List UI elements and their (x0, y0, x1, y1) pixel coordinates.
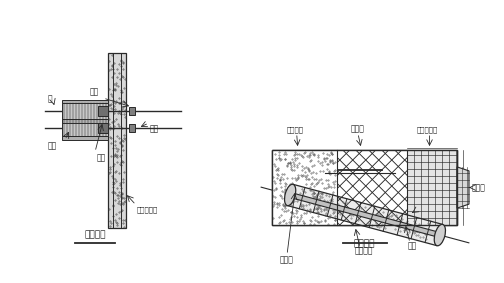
Polygon shape (287, 184, 443, 246)
Text: 土钉: 土钉 (150, 124, 159, 133)
Polygon shape (98, 123, 108, 133)
Bar (272, 150, 457, 225)
Text: 砂浆抹面: 砂浆抹面 (286, 127, 303, 133)
Polygon shape (62, 100, 108, 103)
Polygon shape (62, 120, 108, 136)
Text: 钢筋: 钢筋 (48, 141, 57, 150)
Polygon shape (62, 117, 108, 120)
Polygon shape (62, 103, 108, 119)
Text: 螺母: 螺母 (90, 87, 99, 96)
Text: 垫板: 垫板 (97, 153, 106, 162)
Text: 砖砌体: 砖砌体 (472, 183, 486, 192)
Bar (337, 150, 407, 225)
Bar (407, 150, 457, 225)
Polygon shape (108, 53, 126, 228)
Polygon shape (129, 107, 135, 115)
Polygon shape (457, 167, 469, 208)
Ellipse shape (285, 184, 296, 206)
Text: 水泥砂浆: 水泥砂浆 (355, 246, 373, 256)
Text: 喷射混凝土: 喷射混凝土 (137, 206, 158, 213)
Text: 土: 土 (48, 95, 52, 104)
Text: 面层详图: 面层详图 (354, 239, 375, 248)
Ellipse shape (434, 224, 446, 246)
Polygon shape (129, 124, 135, 132)
Text: 加强箍: 加强箍 (415, 207, 429, 215)
Polygon shape (292, 193, 438, 237)
Text: 锚头详图: 锚头详图 (84, 230, 106, 239)
Text: 钢筋: 钢筋 (408, 241, 417, 250)
Text: 喷射混凝土: 喷射混凝土 (416, 127, 437, 133)
Bar (272, 150, 337, 225)
Bar (337, 150, 407, 225)
Polygon shape (62, 119, 108, 123)
Text: 土钉孔: 土钉孔 (280, 256, 294, 265)
Text: 土钉详图: 土钉详图 (349, 157, 371, 166)
Polygon shape (98, 106, 108, 116)
Polygon shape (62, 136, 108, 140)
Text: 钢筋网: 钢筋网 (351, 124, 365, 133)
Bar (272, 150, 457, 225)
